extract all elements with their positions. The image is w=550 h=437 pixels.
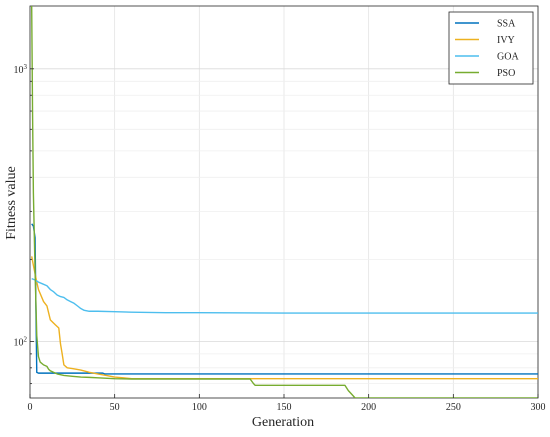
y-tick-base: 10 [14, 65, 24, 76]
x-tick-label: 100 [192, 402, 207, 413]
series-line-ssa [31, 223, 538, 375]
x-tick-label: 300 [531, 402, 546, 413]
x-tick-label: 250 [446, 402, 461, 413]
series-lines [30, 6, 538, 398]
legend-label-goa: GOA [497, 52, 519, 63]
y-tick-label: 102 [14, 335, 28, 348]
x-axis-label: Generation [252, 415, 314, 430]
series-line-ivy [31, 256, 538, 380]
y-tick-label: 103 [14, 63, 28, 76]
y-tick-exponent: 2 [24, 335, 28, 343]
x-tick-label: 0 [28, 402, 33, 413]
x-tick-label: 200 [361, 402, 376, 413]
legend: SSA IVY GOA PSO [448, 11, 534, 85]
series-line-goa [31, 277, 538, 314]
y-tick-exponent: 3 [24, 63, 28, 71]
x-tick-label: 150 [277, 402, 292, 413]
series-line-pso [30, 6, 538, 398]
y-axis-label: Fitness value [4, 166, 19, 240]
y-tick-base: 10 [14, 337, 24, 348]
legend-label-ssa: SSA [497, 19, 516, 30]
legend-label-ivy: IVY [497, 35, 515, 46]
legend-label-pso: PSO [497, 68, 515, 79]
x-tick-label: 50 [110, 402, 120, 413]
